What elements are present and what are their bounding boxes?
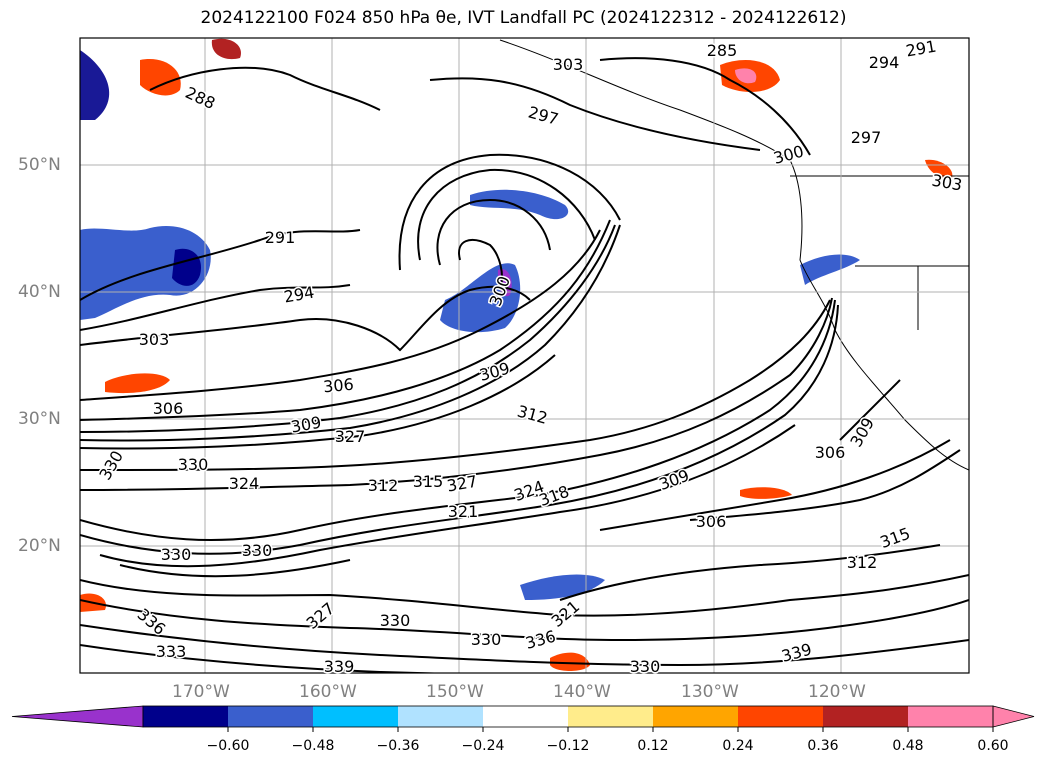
contour-label: 330 <box>630 657 661 676</box>
lat-label-20n: 20°N <box>18 536 61 556</box>
lat-label-40n: 40°N <box>18 282 61 302</box>
lat-label-50n: 50°N <box>18 155 61 175</box>
colorbar-tick-label: 0.60 <box>977 738 1009 754</box>
negative-patch-sw <box>80 50 110 120</box>
contour-label: 309 <box>657 466 692 494</box>
lon-label-140w: 140°W <box>553 682 611 702</box>
contour-label: 306 <box>153 399 184 418</box>
contour-label: 321 <box>548 597 584 631</box>
colorbar-extend-min <box>11 705 144 728</box>
contour-label: 300 <box>771 142 805 168</box>
negative-patch-south <box>520 574 605 600</box>
contour-label: 297 <box>526 103 560 129</box>
graticule <box>80 38 969 673</box>
positive-patch-south <box>550 652 590 671</box>
contour-label: 309 <box>477 359 511 385</box>
colorbar-tick-label: 0.36 <box>807 738 839 754</box>
contour-label: 321 <box>448 502 479 521</box>
contour-label: 330 <box>380 611 411 630</box>
lat-label-30n: 30°N <box>18 409 61 429</box>
lon-label-170w: 170°W <box>172 682 230 702</box>
colorbar-segment <box>483 706 568 727</box>
colorbar-tick-label: −0.24 <box>461 738 505 754</box>
contour-label: 297 <box>851 128 882 147</box>
colorbar-tick-label: 0.12 <box>637 738 669 754</box>
contour-label: 330 <box>178 455 209 474</box>
contour-label: 306 <box>815 443 846 462</box>
colorbar-tick-label: −0.12 <box>546 738 590 754</box>
positive-patch-nw <box>140 59 181 96</box>
contour-label: 333 <box>156 642 187 661</box>
contour-label: 312 <box>515 402 549 428</box>
contour-label: 339 <box>324 657 355 676</box>
colorbar <box>11 705 1035 732</box>
colorbar-segment <box>823 706 908 727</box>
colorbar-segment <box>653 706 738 727</box>
colorbar-extend-max <box>992 705 1035 728</box>
contour-label: 327 <box>335 427 366 446</box>
contour-label: 330 <box>95 447 127 483</box>
colorbar-segment <box>738 706 823 727</box>
colorbar-tick-label: 0.48 <box>892 738 924 754</box>
contour-label: 288 <box>182 83 218 113</box>
contour-label: 306 <box>696 512 727 531</box>
lon-label-160w: 160°W <box>299 682 357 702</box>
contour-label: 309 <box>846 414 878 450</box>
contour-label: 294 <box>282 283 315 307</box>
plot-title: 2024122100 F024 850 hPa θe, IVT Landfall… <box>200 8 847 28</box>
negative-patch-coast <box>800 254 860 285</box>
negative-patch-gulf <box>470 189 569 220</box>
contour-label: 330 <box>161 545 192 564</box>
contour-label: 330 <box>242 541 273 560</box>
positive-patch-mid <box>105 373 170 394</box>
colorbar-segment <box>398 706 483 727</box>
contour-label: 324 <box>229 474 260 493</box>
map-frame <box>79 37 970 674</box>
contour-label: 330 <box>471 630 502 649</box>
lon-label-120w: 120°W <box>808 682 866 702</box>
colorbar-tick-label: 0.24 <box>722 738 754 754</box>
contour-label: 315 <box>878 524 913 552</box>
contour-label: 303 <box>553 55 584 74</box>
contour-label: 303 <box>139 330 170 349</box>
pc-shading <box>80 38 953 671</box>
colorbar-tick-label: −0.36 <box>376 738 420 754</box>
lon-label-130w: 130°W <box>681 682 739 702</box>
positive-patch-nw2 <box>211 38 241 60</box>
contour-label: 315 <box>413 472 444 491</box>
contour-label: 312 <box>368 476 399 495</box>
colorbar-tick-label: −0.60 <box>206 738 250 754</box>
map-content <box>80 38 969 673</box>
contour-label: 312 <box>847 553 878 572</box>
contour-label: 285 <box>707 41 738 60</box>
colorbar-segment <box>228 706 313 727</box>
colorbar-segment <box>143 706 228 727</box>
positive-patch-ne-core <box>735 68 757 84</box>
colorbar-segment <box>313 706 398 727</box>
contour-label: 309 <box>289 413 322 437</box>
positive-patch-far-ne <box>925 159 953 179</box>
contour-label: 327 <box>445 472 478 496</box>
colorbar-segment <box>908 706 993 727</box>
colorbar-tick-label: −0.48 <box>291 738 335 754</box>
theta-e-contours <box>80 57 969 673</box>
contour-label: 306 <box>322 375 354 397</box>
contour-label: 291 <box>904 37 937 61</box>
contour-label: 291 <box>265 228 296 247</box>
lon-label-150w: 150°W <box>426 682 484 702</box>
contour-label: 339 <box>779 640 813 666</box>
contour-label: 336 <box>523 627 557 653</box>
contour-label: 294 <box>869 53 900 72</box>
colorbar-segment <box>568 706 653 727</box>
positive-patch-east <box>740 487 792 499</box>
contour-label: 303 <box>930 171 963 195</box>
